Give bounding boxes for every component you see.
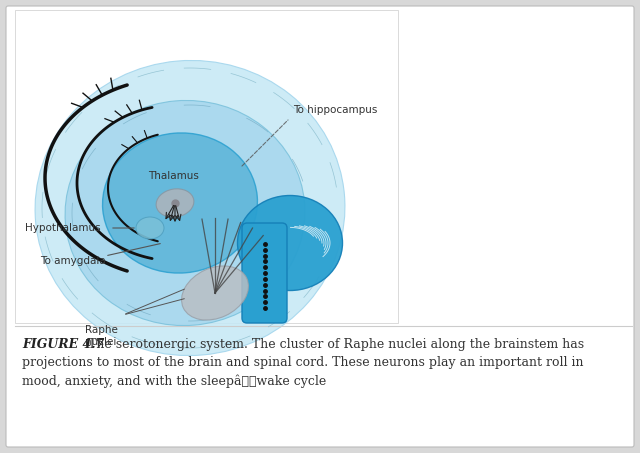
Text: mood, anxiety, and with the sleepâwake cycle: mood, anxiety, and with the sleepâwake… (22, 374, 326, 387)
Text: The serotonergic system. The cluster of Raphe nuclei along the brainstem has: The serotonergic system. The cluster of … (84, 338, 584, 351)
FancyBboxPatch shape (6, 6, 634, 447)
Text: projections to most of the brain and spinal cord. These neurons play an importan: projections to most of the brain and spi… (22, 356, 584, 369)
Text: Raphe
nuclei: Raphe nuclei (85, 325, 118, 347)
Text: Hypothalamus: Hypothalamus (25, 223, 100, 233)
Text: To hippocampus: To hippocampus (293, 105, 378, 115)
Text: FIGURE 4.7: FIGURE 4.7 (22, 338, 104, 351)
Ellipse shape (237, 196, 342, 290)
Bar (15, 10, 398, 323)
Ellipse shape (65, 101, 305, 326)
Ellipse shape (136, 217, 164, 239)
Text: Thalamus: Thalamus (148, 171, 198, 181)
Ellipse shape (182, 266, 248, 320)
FancyBboxPatch shape (242, 223, 287, 323)
Text: To amygdala: To amygdala (40, 256, 106, 266)
Ellipse shape (156, 189, 194, 217)
Ellipse shape (102, 133, 257, 273)
Ellipse shape (35, 60, 345, 356)
